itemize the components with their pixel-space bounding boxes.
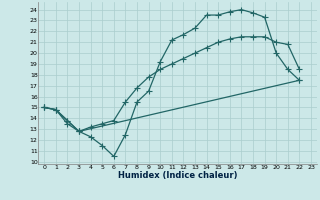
X-axis label: Humidex (Indice chaleur): Humidex (Indice chaleur)	[118, 171, 237, 180]
